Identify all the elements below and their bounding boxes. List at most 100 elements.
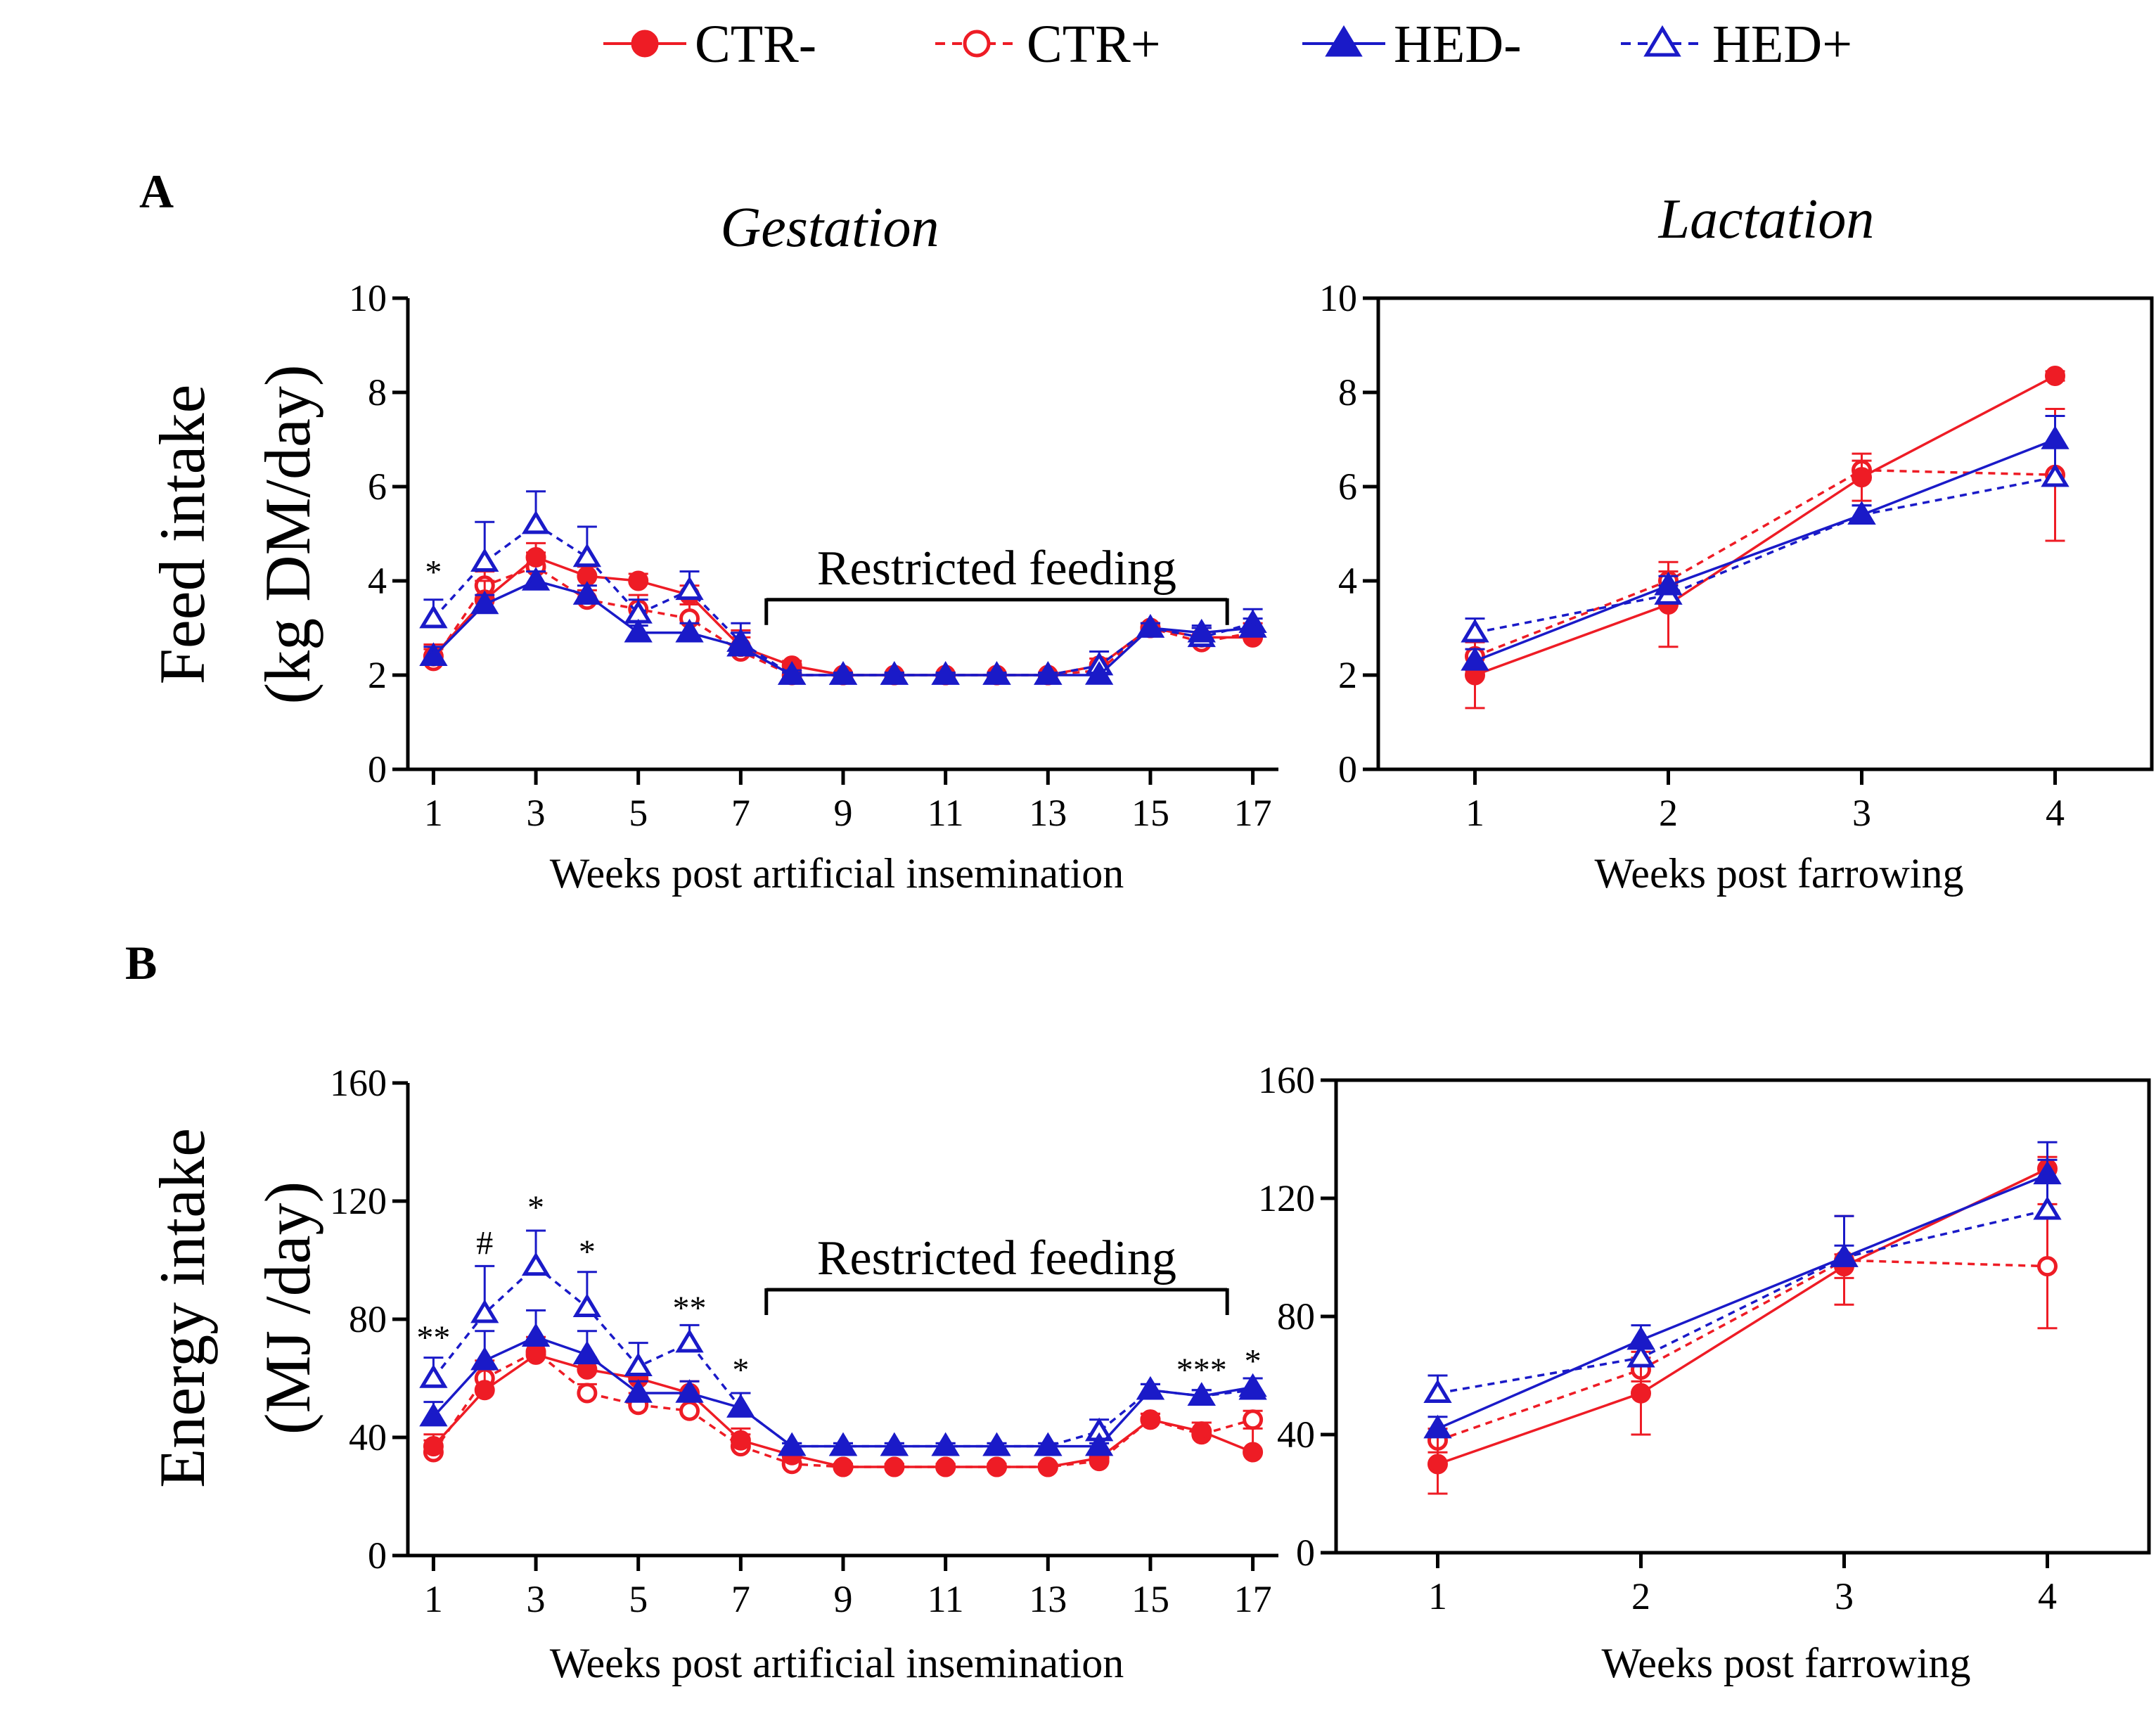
data-point xyxy=(1427,1454,1448,1475)
y-label-feed-intake-unit: (kg DM/day) xyxy=(252,365,323,705)
data-point xyxy=(1423,1379,1452,1403)
x-tick-label: 11 xyxy=(928,1578,964,1620)
data-point xyxy=(1631,1383,1651,1404)
y-tick-label: 40 xyxy=(1277,1413,1315,1456)
x-tick-label: 7 xyxy=(731,792,750,834)
y-tick-label: 80 xyxy=(1277,1295,1315,1338)
data-point xyxy=(675,618,704,643)
data-point xyxy=(1461,618,1489,643)
series-line xyxy=(1474,468,2055,658)
y-tick-label: 80 xyxy=(349,1298,387,1340)
x-label-b-lactation: Weeks post farrowing xyxy=(1601,1640,1970,1686)
x-tick-label: 3 xyxy=(1852,792,1871,834)
data-point xyxy=(833,1456,854,1477)
plot-energy-lactation: 0 40 80 120 160 1 2 3 4 xyxy=(1258,1059,2151,1617)
y-tick-label: 4 xyxy=(1338,560,1357,602)
data-point xyxy=(828,1432,858,1456)
y-tick-label: 4 xyxy=(368,560,387,602)
y-tick-label: 10 xyxy=(1319,277,1357,319)
x-tick-label: 1 xyxy=(424,792,443,834)
significance-mark: * xyxy=(527,1189,544,1226)
data-point xyxy=(880,1432,909,1456)
data-point xyxy=(1034,1432,1063,1456)
x-tick-label: 17 xyxy=(1234,1578,1272,1620)
data-point xyxy=(521,1323,551,1347)
y-tick-label: 6 xyxy=(1338,466,1357,508)
significance-mark: ** xyxy=(416,1319,450,1357)
legend-item-ctr-minus: CTR- xyxy=(603,15,816,74)
significance-mark: *** xyxy=(1176,1352,1227,1389)
legend-marker xyxy=(963,30,991,58)
y-tick-label: 2 xyxy=(368,654,387,696)
x-tick-label: 15 xyxy=(1131,792,1169,834)
data-point xyxy=(679,1400,700,1421)
y-tick-label: 0 xyxy=(368,1534,387,1577)
y-tick-label: 120 xyxy=(1258,1177,1315,1219)
y-tick-label: 40 xyxy=(349,1416,387,1458)
data-point xyxy=(521,1252,551,1276)
data-point xyxy=(423,1436,444,1457)
data-point xyxy=(1084,1432,1114,1456)
x-tick-label: 9 xyxy=(834,792,853,834)
y-tick-label: 160 xyxy=(1258,1059,1315,1101)
series-line xyxy=(432,1335,1253,1448)
y-tick-label: 2 xyxy=(1338,654,1357,696)
data-point xyxy=(880,661,909,685)
significance-mark: * xyxy=(732,1352,749,1389)
panel-label-b: B xyxy=(125,936,157,989)
significance-mark: # xyxy=(476,1225,493,1262)
data-point xyxy=(1187,618,1216,643)
x-label-a-lactation: Weeks post farrowing xyxy=(1594,850,1963,897)
x-tick-label: 13 xyxy=(1029,792,1067,834)
y-label-energy-intake: Energy intake xyxy=(146,1128,218,1488)
y-label-energy-intake-unit: (MJ /day) xyxy=(252,1181,323,1435)
data-point xyxy=(470,590,499,615)
data-point xyxy=(1037,1456,1058,1477)
series-line xyxy=(432,522,1254,676)
x-tick-label: 3 xyxy=(527,1578,546,1620)
y-tick-label: 8 xyxy=(368,371,387,413)
y-tick-label: 160 xyxy=(330,1062,387,1104)
y-tick-label: 8 xyxy=(1338,371,1357,413)
data-point xyxy=(1243,1442,1264,1463)
series-hed-minus xyxy=(419,567,1267,685)
data-point xyxy=(2041,425,2070,449)
series-line xyxy=(1474,438,2056,662)
data-point xyxy=(1034,661,1063,685)
data-point xyxy=(931,661,960,685)
series-line xyxy=(432,1264,1253,1448)
data-point xyxy=(521,510,551,534)
data-point xyxy=(778,1432,807,1456)
data-point xyxy=(935,1456,956,1477)
y-tick-label: 120 xyxy=(330,1180,387,1222)
data-point xyxy=(525,547,546,567)
series-line xyxy=(1437,1259,2048,1442)
data-point xyxy=(1136,614,1165,638)
x-tick-label: 5 xyxy=(629,792,648,834)
data-point xyxy=(1140,1409,1161,1430)
data-point xyxy=(572,543,602,567)
data-point xyxy=(572,581,602,605)
x-tick-label: 4 xyxy=(2038,1575,2057,1617)
legend-item-hed-plus: HED+ xyxy=(1621,15,1852,74)
series-ctr-minus xyxy=(1427,1155,2058,1495)
x-tick-label: 1 xyxy=(1465,792,1484,834)
data-point xyxy=(628,570,649,591)
y-tick-label: 0 xyxy=(1296,1532,1315,1574)
legend-label: HED+ xyxy=(1712,15,1852,74)
legend-label: CTR+ xyxy=(1027,15,1161,74)
x-tick-label: 13 xyxy=(1029,1578,1067,1620)
data-point xyxy=(1830,1243,1859,1267)
significance-mark: * xyxy=(425,553,442,591)
y-tick-label: 0 xyxy=(1338,748,1357,790)
legend-marker xyxy=(631,30,659,58)
x-tick-label: 2 xyxy=(1659,792,1678,834)
x-tick-label: 3 xyxy=(527,792,546,834)
panel-label-a: A xyxy=(139,165,174,218)
x-tick-label: 1 xyxy=(1428,1575,1447,1617)
legend-item-ctr-plus: CTR+ xyxy=(935,15,1161,74)
x-tick-label: 3 xyxy=(1835,1575,1854,1617)
